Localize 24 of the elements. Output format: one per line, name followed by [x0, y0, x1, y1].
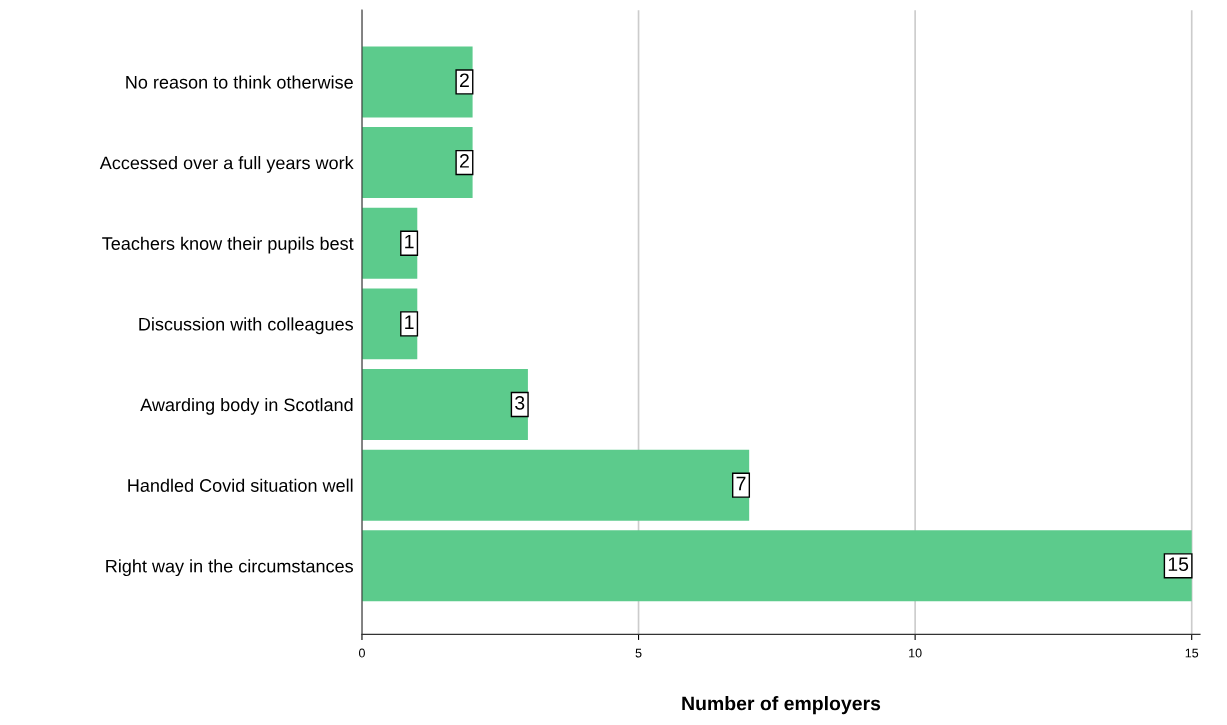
- data-label: 3: [515, 395, 525, 410]
- y-tick-label: Discussion with colleagues: [139, 317, 353, 335]
- bar: [361, 449, 750, 521]
- x-tick-label: 15: [1185, 648, 1199, 658]
- data-label: 1: [405, 315, 414, 329]
- x-tick-label: 0: [358, 648, 365, 658]
- bar: [361, 530, 1192, 602]
- y-tick-label: Awarding body in Scotland: [140, 397, 353, 415]
- bar: [361, 369, 528, 441]
- y-tick-label: Accessed over a full years work: [99, 156, 354, 173]
- data-label: 2: [460, 154, 469, 168]
- x-axis-title: Number of employers: [682, 696, 881, 715]
- data-label: 7: [736, 476, 746, 491]
- data-label: 2: [460, 73, 469, 87]
- y-tick-label: Handled Covid situation well: [128, 478, 353, 492]
- x-tick-label: 10: [909, 648, 922, 658]
- bar: [361, 127, 473, 199]
- data-label: 15: [1168, 557, 1189, 572]
- x-tick-label: 5: [635, 648, 642, 658]
- y-tick-label: Right way in the circumstances: [106, 559, 353, 577]
- data-label: 1: [405, 234, 414, 249]
- y-tick-label: Teachers know their pupils best: [102, 236, 354, 254]
- y-tick-label: No reason to think otherwise: [126, 75, 353, 89]
- bar: [361, 46, 473, 118]
